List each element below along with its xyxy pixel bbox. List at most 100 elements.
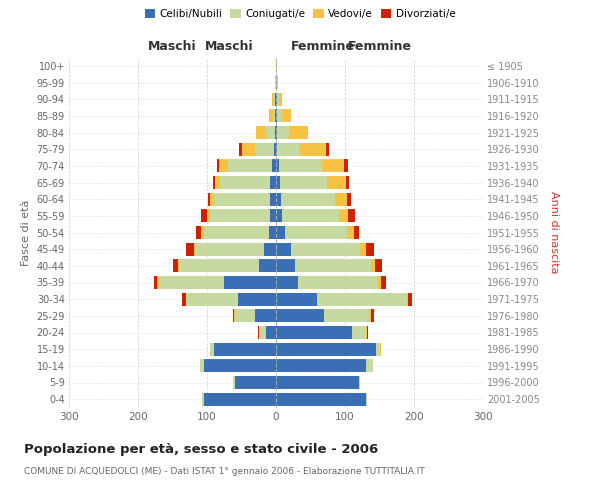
Bar [380,342,381,355]
Bar [277,142,299,156]
Bar [344,160,348,172]
Bar [298,276,377,289]
Bar [266,326,276,339]
Bar [274,142,276,156]
Bar [349,210,355,222]
Bar [366,326,367,339]
Bar [276,192,281,205]
Bar [326,142,329,156]
Bar [220,176,271,189]
Bar [212,176,215,189]
Bar [220,160,229,172]
Bar [279,92,282,106]
Bar [339,210,349,222]
Bar [185,292,187,306]
Bar [276,142,277,156]
Bar [276,310,325,322]
Bar [233,376,235,389]
Bar [276,276,298,289]
Bar [256,126,266,139]
Bar [273,110,275,122]
Text: Maschi: Maschi [205,40,254,52]
Bar [371,260,374,272]
Bar [210,210,271,222]
Bar [276,226,285,239]
Bar [259,260,276,272]
Bar [272,92,274,106]
Bar [195,242,264,256]
Bar [281,192,335,205]
Bar [275,126,276,139]
Bar [233,310,234,322]
Bar [285,226,347,239]
Bar [407,292,409,306]
Bar [317,292,407,306]
Bar [157,276,158,289]
Bar [281,110,291,122]
Bar [276,160,279,172]
Bar [291,242,360,256]
Bar [277,126,289,139]
Bar [214,192,271,205]
Bar [229,160,272,172]
Bar [276,126,277,139]
Bar [371,310,374,322]
Bar [242,142,254,156]
Bar [377,276,381,289]
Bar [269,110,273,122]
Bar [202,226,203,239]
Bar [202,392,203,406]
Bar [259,326,266,339]
Text: Femmine: Femmine [347,40,412,52]
Bar [224,276,276,289]
Bar [366,392,367,406]
Bar [367,326,368,339]
Bar [354,226,359,239]
Bar [366,360,373,372]
Text: Femmine: Femmine [290,40,355,52]
Bar [238,292,276,306]
Bar [359,376,360,389]
Bar [235,310,256,322]
Bar [276,376,359,389]
Y-axis label: Anni di nascita: Anni di nascita [550,191,559,274]
Bar [276,342,376,355]
Bar [366,242,374,256]
Bar [271,176,276,189]
Bar [200,360,203,372]
Legend: Celibi/Nubili, Coniugati/e, Vedovi/e, Divorziati/e: Celibi/Nubili, Coniugati/e, Vedovi/e, Di… [140,5,460,24]
Bar [276,110,277,122]
Bar [352,326,366,339]
Bar [381,276,386,289]
Bar [289,126,308,139]
Text: Maschi: Maschi [148,40,197,52]
Bar [264,242,276,256]
Bar [275,76,276,89]
Bar [254,142,274,156]
Bar [210,192,214,205]
Bar [276,76,277,89]
Bar [276,392,366,406]
Bar [369,310,371,322]
Bar [277,76,278,89]
Bar [258,326,259,339]
Bar [276,60,277,72]
Bar [281,210,339,222]
Bar [274,92,275,106]
Bar [276,292,317,306]
Bar [276,210,281,222]
Text: Popolazione per età, sesso e stato civile - 2006: Popolazione per età, sesso e stato civil… [24,442,378,456]
Bar [347,226,354,239]
Bar [182,292,185,306]
Text: COMUNE DI ACQUEDOLCI (ME) - Dati ISTAT 1° gennaio 2006 - Elaborazione TUTTITALIA: COMUNE DI ACQUEDOLCI (ME) - Dati ISTAT 1… [24,468,425,476]
Bar [173,260,178,272]
Bar [154,276,157,289]
Bar [276,326,352,339]
Bar [347,192,350,205]
Bar [409,292,412,306]
Bar [211,342,214,355]
Bar [272,160,276,172]
Bar [279,160,322,172]
Bar [275,110,276,122]
Bar [271,192,276,205]
